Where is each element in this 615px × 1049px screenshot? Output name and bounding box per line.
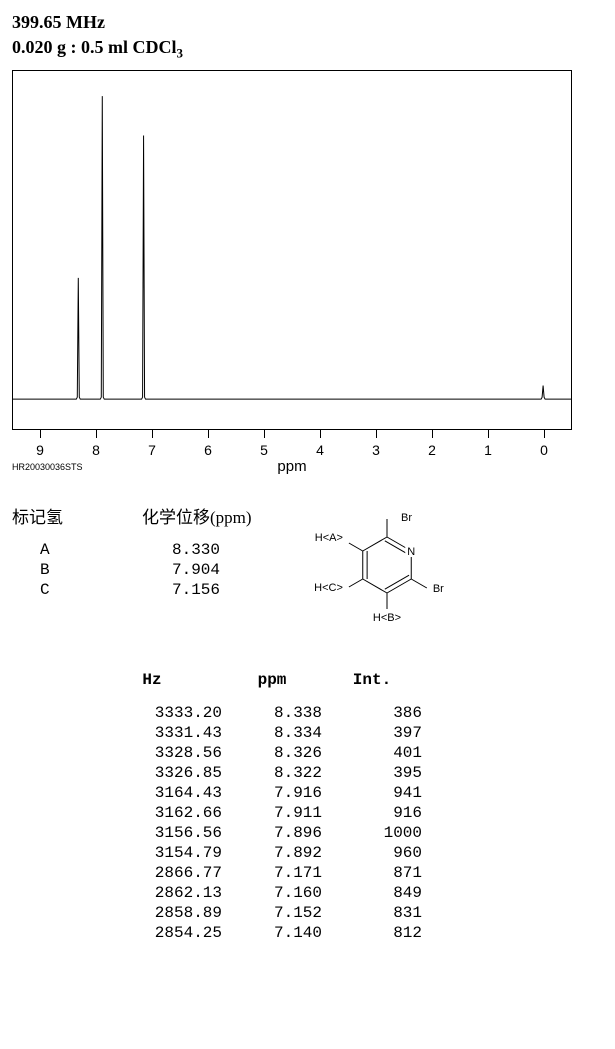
x-tick-label: 4 bbox=[316, 442, 324, 458]
concentration-text: 0.020 g : 0.5 ml CDCl bbox=[12, 37, 177, 57]
peak-cell: 7.160 bbox=[222, 883, 322, 903]
assignment-ppm: 8.330 bbox=[100, 540, 260, 560]
peak-col-ppm: ppm bbox=[222, 671, 322, 689]
peak-cell: 2866.77 bbox=[82, 863, 222, 883]
peak-row: 3164.437.916941 bbox=[82, 783, 603, 803]
concentration-subscript: 3 bbox=[177, 46, 184, 61]
assignment-ppm: 7.156 bbox=[100, 580, 260, 600]
peak-cell: 916 bbox=[322, 803, 422, 823]
peak-cell: 2858.89 bbox=[82, 903, 222, 923]
peak-cell: 3156.56 bbox=[82, 823, 222, 843]
peak-cell: 7.896 bbox=[222, 823, 322, 843]
peak-cell: 2862.13 bbox=[82, 883, 222, 903]
peak-cell: 401 bbox=[322, 743, 422, 763]
peak-cell: 3333.20 bbox=[82, 703, 222, 723]
frequency-header: 399.65 MHz bbox=[12, 12, 603, 33]
peak-cell: 3328.56 bbox=[82, 743, 222, 763]
assignment-block: 标记氢 化学位移(ppm) A8.330B7.904C7.156 N Br Br H<… bbox=[12, 503, 603, 643]
peak-row: 3333.208.338386 bbox=[82, 703, 603, 723]
x-tick-label: 8 bbox=[92, 442, 100, 458]
peak-row: 3331.438.334397 bbox=[82, 723, 603, 743]
x-tick-label: 3 bbox=[372, 442, 380, 458]
x-axis-label: ppm bbox=[132, 458, 452, 475]
assignment-col-label: 标记氢 bbox=[12, 503, 142, 528]
assignment-row: A8.330 bbox=[12, 540, 292, 560]
peak-cell: 941 bbox=[322, 783, 422, 803]
x-tick-label: 2 bbox=[428, 442, 436, 458]
peak-cell: 3326.85 bbox=[82, 763, 222, 783]
peak-row: 3328.568.326401 bbox=[82, 743, 603, 763]
peak-cell: 831 bbox=[322, 903, 422, 923]
peak-cell: 395 bbox=[322, 763, 422, 783]
peak-cell: 3331.43 bbox=[82, 723, 222, 743]
assignment-ppm: 7.904 bbox=[100, 560, 260, 580]
x-tick-label: 6 bbox=[204, 442, 212, 458]
peak-cell: 397 bbox=[322, 723, 422, 743]
svg-text:H<A>: H<A> bbox=[315, 532, 343, 544]
peak-cell: 1000 bbox=[322, 823, 422, 843]
concentration-header: 0.020 g : 0.5 ml CDCl3 bbox=[12, 37, 603, 62]
peak-table: Hz ppm Int. 3333.208.3383863331.438.3343… bbox=[82, 671, 603, 943]
molecular-structure: N Br Br H<A> H<C> H<B> bbox=[292, 503, 492, 643]
peak-cell: 7.140 bbox=[222, 923, 322, 943]
x-tick-label: 0 bbox=[540, 442, 548, 458]
peak-col-hz: Hz bbox=[82, 671, 222, 689]
peak-row: 2862.137.160849 bbox=[82, 883, 603, 903]
peak-row: 2854.257.140812 bbox=[82, 923, 603, 943]
peak-row: 3156.567.8961000 bbox=[82, 823, 603, 843]
peak-cell: 8.338 bbox=[222, 703, 322, 723]
peak-cell: 7.911 bbox=[222, 803, 322, 823]
x-tick-label: 5 bbox=[260, 442, 268, 458]
peak-row: 3326.858.322395 bbox=[82, 763, 603, 783]
peak-cell: 7.916 bbox=[222, 783, 322, 803]
spectrum-svg bbox=[13, 71, 571, 429]
peak-cell: 8.326 bbox=[222, 743, 322, 763]
peak-cell: 386 bbox=[322, 703, 422, 723]
spectrum-code: HR20030036STS bbox=[12, 462, 132, 472]
assignment-label: A bbox=[12, 540, 100, 560]
peak-cell: 8.322 bbox=[222, 763, 322, 783]
peak-cell: 871 bbox=[322, 863, 422, 883]
peak-cell: 849 bbox=[322, 883, 422, 903]
peak-table-header: Hz ppm Int. bbox=[82, 671, 603, 689]
svg-text:N: N bbox=[407, 546, 415, 558]
x-tick-label: 9 bbox=[36, 442, 44, 458]
svg-text:H<C>: H<C> bbox=[314, 582, 343, 594]
nmr-spectrum-plot bbox=[12, 70, 572, 430]
peak-cell: 3164.43 bbox=[82, 783, 222, 803]
peak-row: 3162.667.911916 bbox=[82, 803, 603, 823]
peak-row: 2866.777.171871 bbox=[82, 863, 603, 883]
peak-cell: 8.334 bbox=[222, 723, 322, 743]
peak-cell: 812 bbox=[322, 923, 422, 943]
peak-cell: 2854.25 bbox=[82, 923, 222, 943]
peak-cell: 3154.79 bbox=[82, 843, 222, 863]
assignment-row: C7.156 bbox=[12, 580, 292, 600]
peak-cell: 3162.66 bbox=[82, 803, 222, 823]
assignment-col-shift: 化学位移(ppm) bbox=[142, 503, 292, 528]
peak-cell: 960 bbox=[322, 843, 422, 863]
svg-text:Br: Br bbox=[433, 583, 444, 595]
peak-cell: 7.152 bbox=[222, 903, 322, 923]
peak-cell: 7.171 bbox=[222, 863, 322, 883]
peak-row: 2858.897.152831 bbox=[82, 903, 603, 923]
peak-cell: 7.892 bbox=[222, 843, 322, 863]
svg-text:H<B>: H<B> bbox=[373, 612, 401, 624]
assignment-label: C bbox=[12, 580, 100, 600]
peak-row: 3154.797.892960 bbox=[82, 843, 603, 863]
assignment-table: 标记氢 化学位移(ppm) A8.330B7.904C7.156 bbox=[12, 503, 292, 600]
x-axis-ticks: 9 8 7 6 5 4 3 2 1 0 bbox=[12, 430, 572, 458]
assignment-label: B bbox=[12, 560, 100, 580]
x-tick-label: 7 bbox=[148, 442, 156, 458]
peak-col-int: Int. bbox=[322, 671, 422, 689]
assignment-row: B7.904 bbox=[12, 560, 292, 580]
svg-text:Br: Br bbox=[401, 512, 412, 524]
x-tick-label: 1 bbox=[484, 442, 492, 458]
